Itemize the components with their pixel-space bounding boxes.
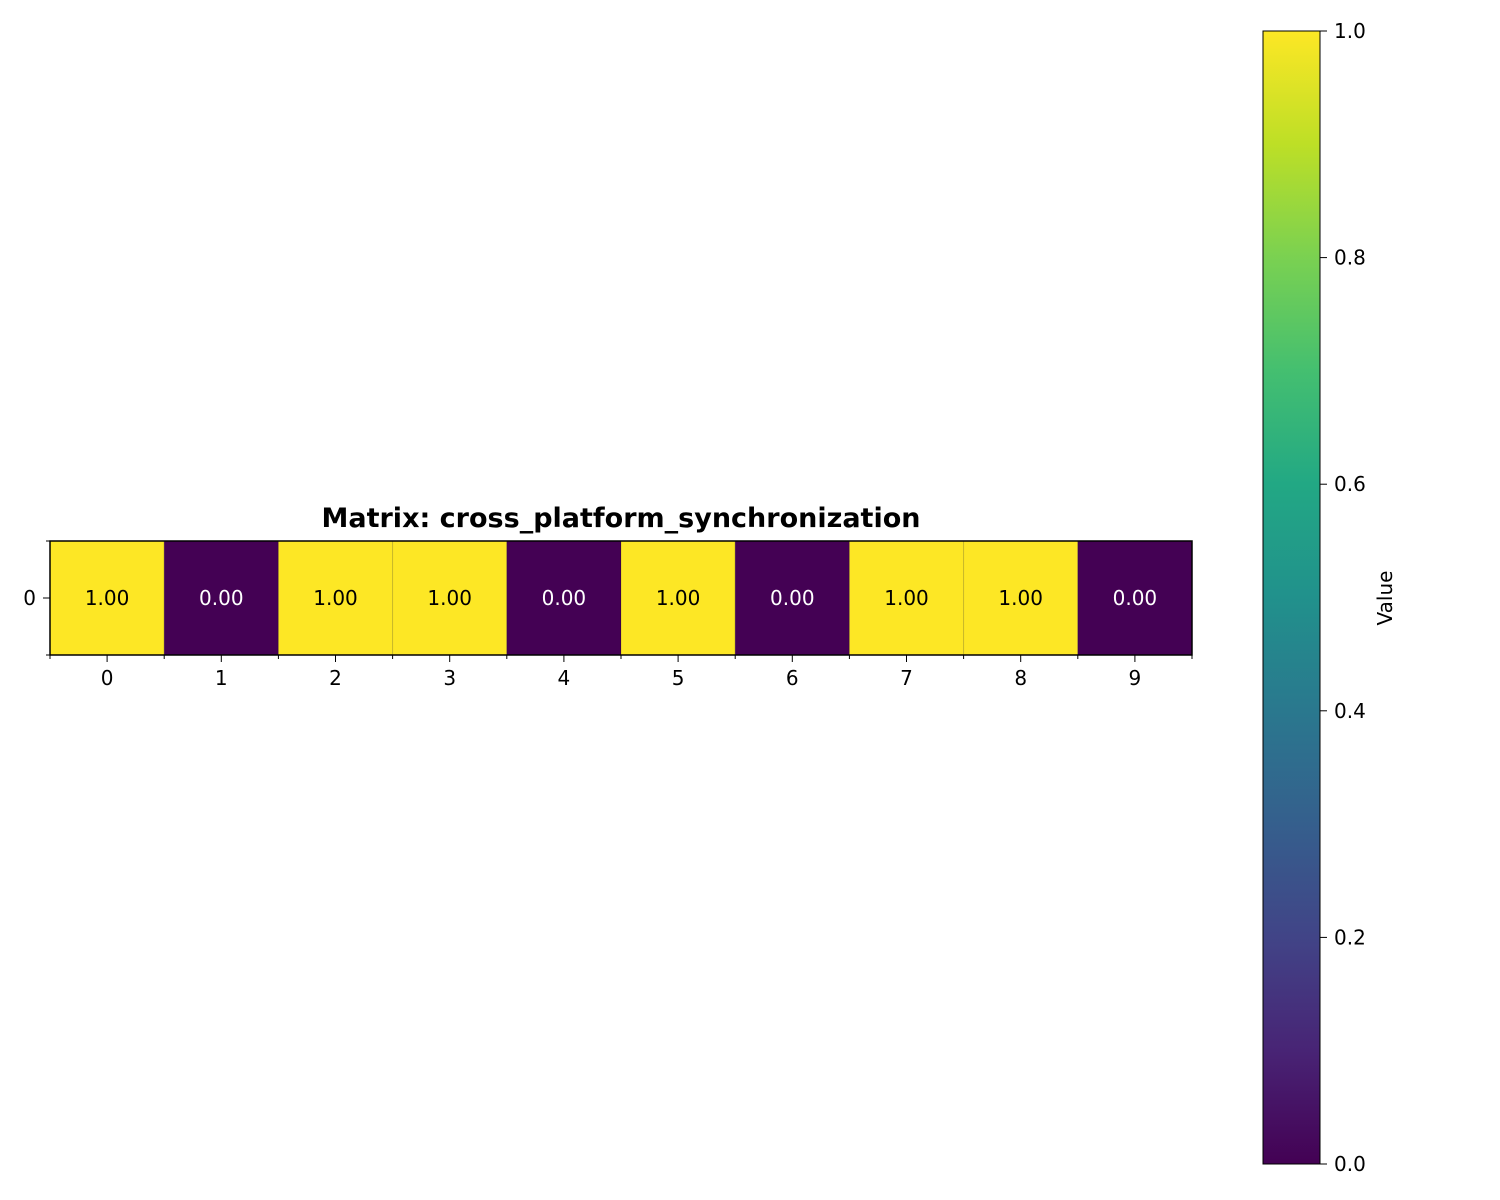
x-tick-label: 5: [672, 666, 685, 690]
heatmap-cell: [392, 540, 508, 656]
cell-value-label: 1.00: [313, 586, 358, 610]
x-axis-ticks: 0 1 2 3 4 5 6 7 8 9: [49, 655, 1193, 690]
cell-value-label: 1.00: [998, 586, 1043, 610]
x-tick-label: 8: [1014, 666, 1027, 690]
x-tick-label: 2: [329, 666, 342, 690]
colorbar-tick-label: 0.0: [1334, 1152, 1366, 1176]
x-tick-label: 1: [215, 666, 228, 690]
cell-value-label: 1.00: [656, 586, 701, 610]
cell-value-label: 1.00: [884, 586, 929, 610]
cell-value-label: 1.00: [85, 586, 130, 610]
colorbar-tick-label: 0.8: [1334, 246, 1366, 270]
colorbar: [1262, 30, 1321, 1165]
heatmap-cell: [49, 540, 165, 656]
heatmap-cell: [620, 540, 736, 656]
heatmap-cells: [49, 540, 1193, 656]
chart-title: Matrix: cross_platform_synchronization: [322, 503, 921, 534]
cell-value-label: 0.00: [770, 586, 815, 610]
colorbar-tick-label: 0.6: [1334, 472, 1366, 496]
colorbar-tick-label: 1.0: [1334, 19, 1366, 43]
x-tick-label: 4: [558, 666, 571, 690]
heatmap-cell: [163, 540, 279, 656]
heatmap-cell: [506, 540, 622, 656]
cell-value-label: 1.00: [427, 586, 472, 610]
colorbar-ticks: 0.0 0.2 0.4 0.6 0.8 1.0: [1320, 19, 1366, 1176]
cell-value-label: 0.00: [1113, 586, 1158, 610]
heatmap-cell: [1077, 540, 1193, 656]
colorbar-tick-label: 0.2: [1334, 925, 1366, 949]
x-tick-label: 0: [101, 666, 114, 690]
colorbar-tick-label: 0.4: [1334, 699, 1366, 723]
y-tick-label: 0: [23, 586, 36, 610]
colorbar-label: Value: [1373, 571, 1397, 626]
cell-value-label: 0.00: [199, 586, 244, 610]
heatmap-cell: [848, 540, 965, 656]
x-tick-label: 9: [1129, 666, 1142, 690]
y-axis-ticks: 0: [23, 540, 50, 656]
x-tick-label: 7: [900, 666, 913, 690]
heatmap-cell-labels: 1.00 0.00 1.00 1.00 0.00 1.00 0.00 1.00 1.00 0.00: [85, 586, 1157, 610]
x-tick-label: 6: [786, 666, 799, 690]
x-tick-label: 3: [443, 666, 456, 690]
cell-value-label: 0.00: [542, 586, 587, 610]
